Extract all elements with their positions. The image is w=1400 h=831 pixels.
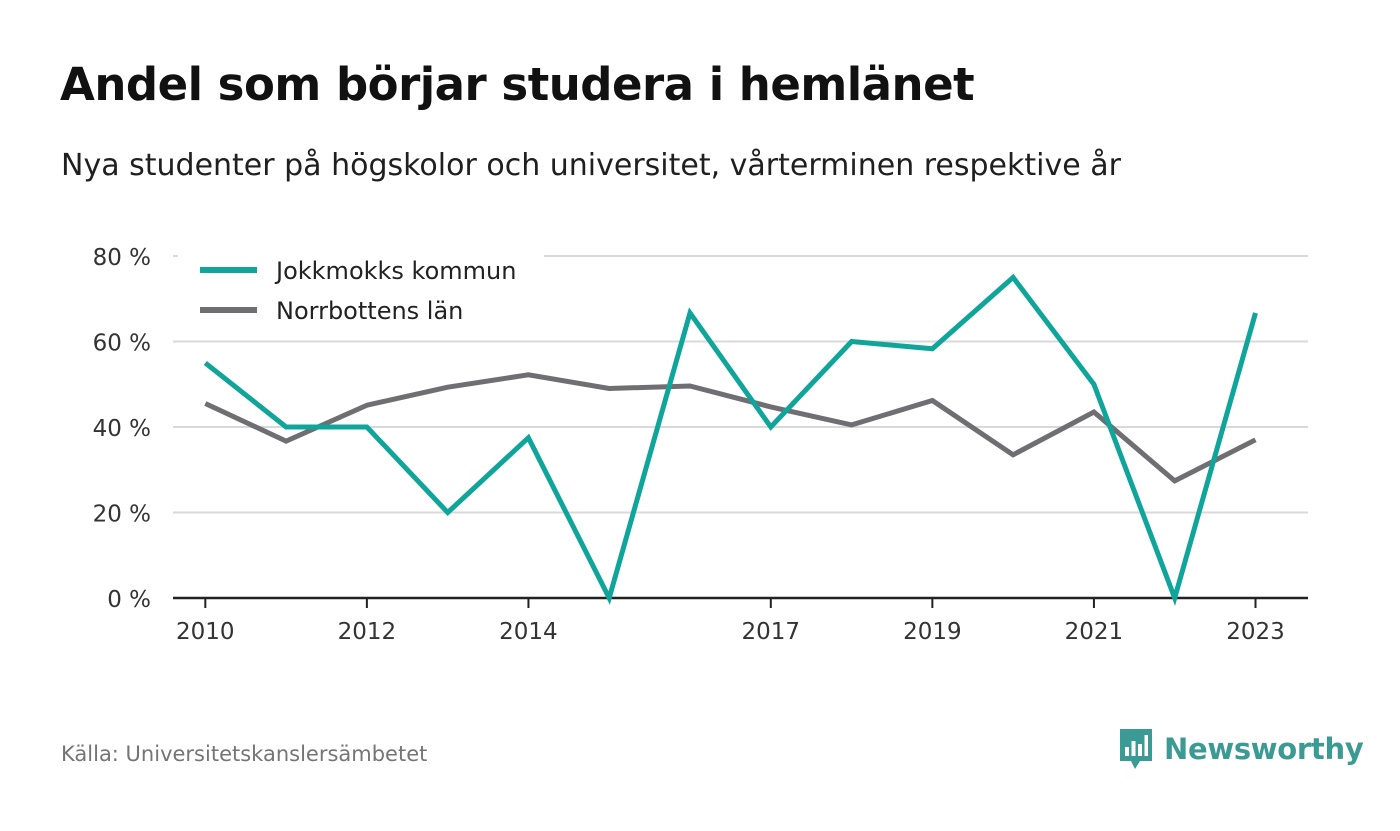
y-tick-label: 40 % bbox=[93, 416, 151, 442]
legend-background bbox=[178, 246, 544, 336]
x-tick-label: 2010 bbox=[176, 619, 235, 645]
series-lines bbox=[203, 273, 1258, 606]
x-tick-label: 2023 bbox=[1226, 619, 1285, 645]
series-line bbox=[204, 372, 1257, 484]
chart-title: Andel som börjar studera i hemlänet bbox=[60, 58, 975, 111]
legend: Jokkmokks kommun Norrbottens län bbox=[178, 246, 544, 336]
x-tick-label: 2017 bbox=[742, 619, 801, 645]
source-note: Källa: Universitetskanslersämbetet bbox=[61, 742, 428, 766]
y-axis: 0 % 20 % 40 % 60 % 80 % bbox=[93, 245, 151, 613]
series-line bbox=[203, 273, 1258, 606]
y-tick-label: 60 % bbox=[93, 331, 151, 357]
legend-label: Jokkmokks kommun bbox=[274, 257, 516, 285]
y-tick-label: 80 % bbox=[93, 245, 151, 271]
y-tick-label: 0 % bbox=[107, 587, 151, 613]
x-tick-label: 2021 bbox=[1065, 619, 1124, 645]
legend-label: Norrbottens län bbox=[276, 297, 463, 325]
x-tick-label: 2012 bbox=[338, 619, 397, 645]
brand-logo: Newsworthy bbox=[1118, 727, 1364, 771]
chart-subtitle: Nya studenter på högskolor och universit… bbox=[61, 148, 1121, 183]
x-axis: 2010 2012 2014 2017 2019 2021 2023 bbox=[173, 596, 1308, 645]
newsworthy-logo-icon bbox=[1120, 729, 1152, 769]
y-tick-label: 20 % bbox=[93, 502, 151, 528]
x-tick-label: 2014 bbox=[499, 619, 558, 645]
brand-name: Newsworthy bbox=[1164, 732, 1364, 766]
x-tick-label: 2019 bbox=[903, 619, 962, 645]
